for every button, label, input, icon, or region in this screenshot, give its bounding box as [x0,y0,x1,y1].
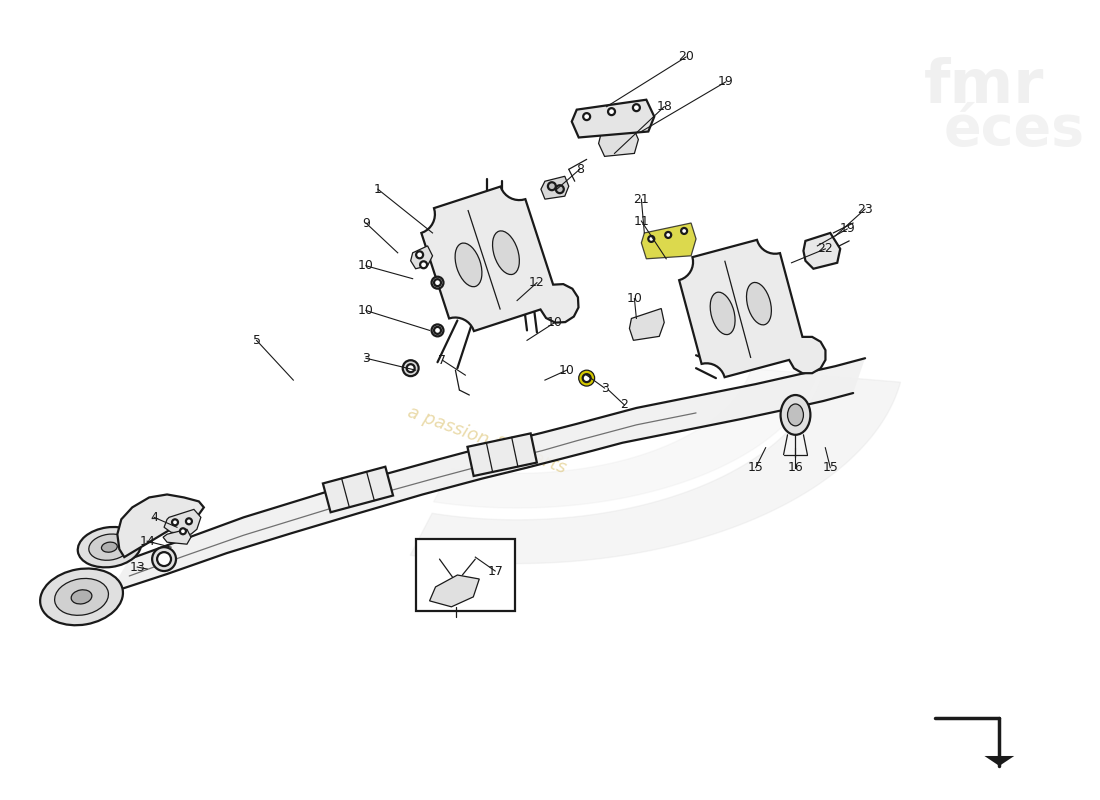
Ellipse shape [55,578,109,615]
Text: 8: 8 [575,163,584,176]
Ellipse shape [711,292,735,334]
Polygon shape [641,223,696,259]
Circle shape [434,327,441,334]
Text: 7: 7 [439,354,447,366]
Text: éces: éces [944,102,1085,157]
Polygon shape [629,309,664,340]
Polygon shape [421,186,579,331]
Text: 19: 19 [718,75,734,88]
Text: 5: 5 [253,334,261,347]
Circle shape [648,236,654,242]
Text: 10: 10 [358,259,374,272]
Ellipse shape [72,590,92,604]
Text: 2: 2 [620,398,628,411]
Polygon shape [410,376,901,563]
Polygon shape [984,756,1014,766]
Polygon shape [572,100,654,138]
Polygon shape [541,176,569,199]
Text: 21: 21 [634,193,649,206]
Circle shape [548,182,556,190]
Circle shape [556,186,564,193]
Text: 18: 18 [657,100,672,113]
Circle shape [416,251,424,258]
Text: 3: 3 [362,352,370,365]
Circle shape [420,262,427,268]
Circle shape [608,108,615,115]
Ellipse shape [455,243,482,286]
Ellipse shape [781,395,811,435]
Circle shape [431,277,443,289]
Circle shape [180,528,186,534]
Circle shape [681,228,688,234]
Text: 1: 1 [374,182,382,196]
Polygon shape [164,510,201,534]
Text: 4: 4 [151,511,158,524]
Ellipse shape [40,569,123,626]
Polygon shape [109,358,865,593]
Circle shape [407,364,415,372]
Text: 23: 23 [857,202,873,215]
Text: 20: 20 [679,50,694,63]
Ellipse shape [78,527,141,567]
Text: 10: 10 [627,292,642,305]
Circle shape [434,279,441,286]
Circle shape [152,547,176,571]
Ellipse shape [89,534,130,560]
Circle shape [157,552,170,566]
Ellipse shape [101,542,118,552]
Text: 14: 14 [140,534,155,548]
Circle shape [579,370,595,386]
Text: 17: 17 [487,565,503,578]
Ellipse shape [788,404,803,426]
Polygon shape [430,575,480,607]
Text: 3: 3 [601,382,608,394]
Circle shape [583,374,591,382]
Text: 22: 22 [817,242,833,255]
Polygon shape [468,434,537,476]
Text: 10: 10 [559,364,574,377]
Polygon shape [679,240,825,377]
Text: 9: 9 [362,217,370,230]
Polygon shape [163,530,191,544]
Circle shape [583,113,590,120]
Polygon shape [410,246,432,269]
Text: fmr: fmr [924,58,1045,116]
Text: 13: 13 [130,561,145,574]
Bar [416,539,515,611]
Polygon shape [598,123,638,156]
Circle shape [186,518,191,524]
Circle shape [403,360,419,376]
Text: 11: 11 [634,214,649,227]
Text: a passion for parts: a passion for parts [406,402,569,477]
Ellipse shape [493,231,519,274]
Circle shape [632,104,640,111]
Text: 12: 12 [529,276,544,289]
Circle shape [431,325,443,336]
Text: 16: 16 [788,461,803,474]
Text: 10: 10 [358,304,374,317]
Text: 15: 15 [823,461,838,474]
Polygon shape [118,494,204,557]
Text: 10: 10 [547,316,563,329]
Circle shape [172,519,178,526]
Text: 19: 19 [839,222,855,235]
Circle shape [666,232,671,238]
Polygon shape [323,466,393,512]
Polygon shape [803,233,840,269]
Ellipse shape [747,282,771,325]
Text: 15: 15 [748,461,763,474]
Polygon shape [433,369,817,508]
